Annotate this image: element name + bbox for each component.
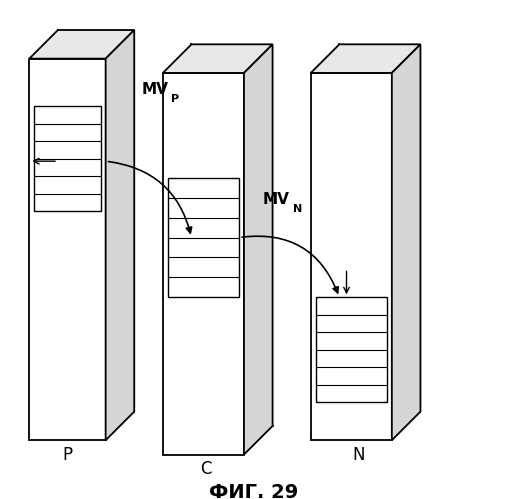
Polygon shape [29,58,105,440]
FancyArrowPatch shape [108,162,192,233]
Text: MV: MV [141,82,168,97]
FancyArrowPatch shape [242,236,338,293]
Polygon shape [311,44,420,73]
Polygon shape [311,73,392,440]
Polygon shape [244,44,273,455]
Polygon shape [163,73,244,455]
Polygon shape [392,44,420,440]
Polygon shape [315,297,387,402]
Text: C: C [200,461,211,479]
Polygon shape [105,30,134,440]
Polygon shape [168,178,239,297]
Polygon shape [34,106,101,211]
Text: N: N [293,204,302,214]
Text: P: P [62,446,73,464]
Text: ФИГ. 29: ФИГ. 29 [209,483,298,499]
Text: P: P [171,94,179,104]
Polygon shape [163,44,273,73]
Polygon shape [29,30,134,58]
Text: MV: MV [263,192,290,207]
Text: N: N [352,446,365,464]
